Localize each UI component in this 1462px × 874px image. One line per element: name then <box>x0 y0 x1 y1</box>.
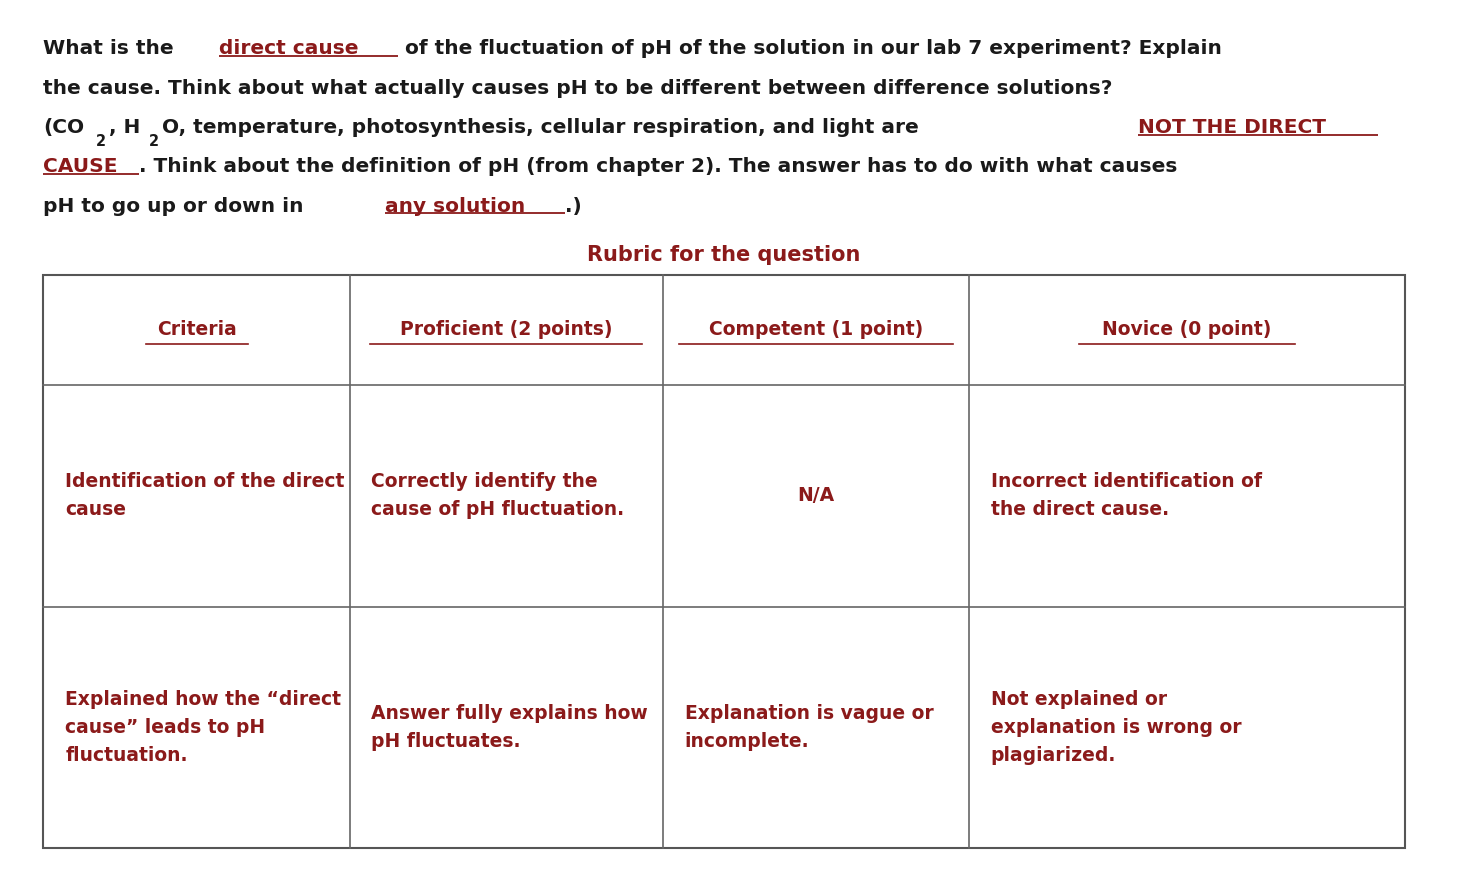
Text: NOT THE DIRECT: NOT THE DIRECT <box>1137 118 1326 137</box>
Text: of the fluctuation of pH of the solution in our lab 7 experiment? Explain: of the fluctuation of pH of the solution… <box>398 39 1222 59</box>
Text: . Think about the definition of pH (from chapter 2). The answer has to do with w: . Think about the definition of pH (from… <box>139 157 1177 177</box>
Text: , H: , H <box>108 118 140 137</box>
Text: direct cause: direct cause <box>219 39 358 59</box>
Text: 2: 2 <box>96 134 107 149</box>
Text: Not explained or
explanation is wrong or
plagiarized.: Not explained or explanation is wrong or… <box>991 690 1241 765</box>
Text: What is the: What is the <box>44 39 181 59</box>
Text: Explained how the “direct
cause” leads to pH
fluctuation.: Explained how the “direct cause” leads t… <box>66 690 341 765</box>
Text: Criteria: Criteria <box>156 321 237 339</box>
Text: any solution: any solution <box>386 197 526 216</box>
Text: Identification of the direct
cause: Identification of the direct cause <box>66 473 345 519</box>
FancyBboxPatch shape <box>44 275 1405 848</box>
Text: Rubric for the question: Rubric for the question <box>588 245 861 265</box>
Text: Incorrect identification of
the direct cause.: Incorrect identification of the direct c… <box>991 473 1262 519</box>
Text: Proficient (2 points): Proficient (2 points) <box>401 321 613 339</box>
Text: 2: 2 <box>149 134 159 149</box>
Text: Competent (1 point): Competent (1 point) <box>709 321 923 339</box>
Text: Correctly identify the
cause of pH fluctuation.: Correctly identify the cause of pH fluct… <box>371 473 624 519</box>
Text: .): .) <box>564 197 582 216</box>
Text: (CO: (CO <box>44 118 85 137</box>
Text: the cause. Think about what actually causes pH to be different between differenc: the cause. Think about what actually cau… <box>44 79 1113 98</box>
Text: N/A: N/A <box>797 487 835 505</box>
Text: O, temperature, photosynthesis, cellular respiration, and light are: O, temperature, photosynthesis, cellular… <box>162 118 925 137</box>
Text: Novice (0 point): Novice (0 point) <box>1102 321 1272 339</box>
Text: pH to go up or down in: pH to go up or down in <box>44 197 311 216</box>
Text: Explanation is vague or
incomplete.: Explanation is vague or incomplete. <box>684 704 933 751</box>
Text: CAUSE: CAUSE <box>44 157 118 177</box>
Text: Answer fully explains how
pH fluctuates.: Answer fully explains how pH fluctuates. <box>371 704 648 751</box>
